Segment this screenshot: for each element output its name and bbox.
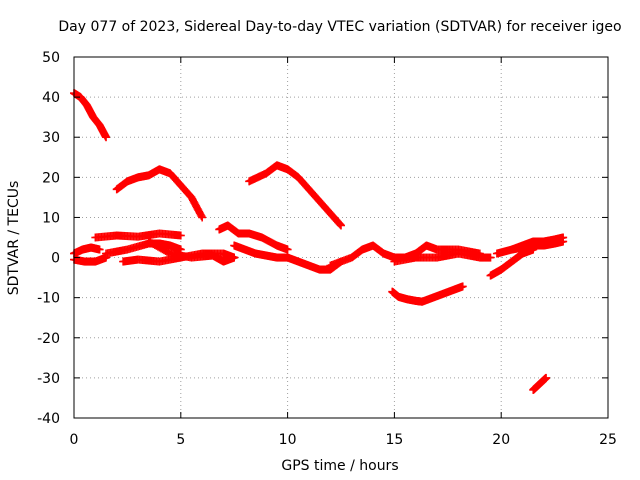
data-point (198, 213, 207, 222)
data-point (230, 253, 239, 262)
series-arc-3 (70, 253, 111, 266)
y-tick-label: 10 (42, 210, 60, 226)
x-tick-label: 5 (176, 432, 185, 448)
data-point (102, 133, 111, 142)
x-tick-label: 20 (492, 432, 510, 448)
data-point (283, 245, 292, 254)
x-tick-label: 25 (599, 432, 617, 448)
series-arc-17 (507, 233, 568, 254)
series-layer (70, 89, 568, 394)
y-tick-label: 20 (42, 170, 60, 186)
x-axis-label: GPS time / hours (281, 458, 398, 474)
x-tick-label: 15 (385, 432, 403, 448)
series-arc-2 (70, 243, 104, 258)
y-tick-label: 0 (51, 251, 60, 267)
data-point (559, 233, 568, 242)
y-tick-label: -30 (37, 371, 60, 387)
y-tick-label: -20 (37, 331, 60, 347)
series-arc-12 (326, 241, 484, 270)
x-tick-label: 0 (70, 432, 79, 448)
data-point (486, 253, 495, 262)
y-tick-label: 40 (42, 90, 60, 106)
y-tick-label: 30 (42, 130, 60, 146)
x-tick-label: 10 (279, 432, 297, 448)
series-arc-8 (144, 237, 239, 266)
tick-layer: 0 5 10 15 20 25 -40 -30 -20 -10 0 10 20 30 40 50 (37, 50, 617, 448)
series-arc-11 (245, 161, 345, 230)
series-arc-13 (390, 249, 495, 266)
data-point (542, 373, 551, 382)
y-axis-label: SDTVAR / TECUs (6, 181, 22, 296)
plot-frame (73, 56, 609, 419)
series-arc-18 (529, 373, 551, 394)
y-tick-label: 50 (42, 50, 60, 66)
y-tick-label: -10 (37, 291, 60, 307)
chart-title: Day 077 of 2023, Sidereal Day-to-day VTE… (58, 19, 621, 35)
series-arc-4 (91, 229, 185, 242)
data-point (458, 282, 467, 291)
data-point (176, 231, 185, 240)
data-point (95, 245, 104, 254)
data-point (337, 221, 345, 230)
series-arc-6 (112, 165, 207, 222)
series-arc-9 (215, 221, 292, 254)
series-arc-14 (388, 282, 467, 306)
y-tick-label: -40 (37, 411, 60, 427)
